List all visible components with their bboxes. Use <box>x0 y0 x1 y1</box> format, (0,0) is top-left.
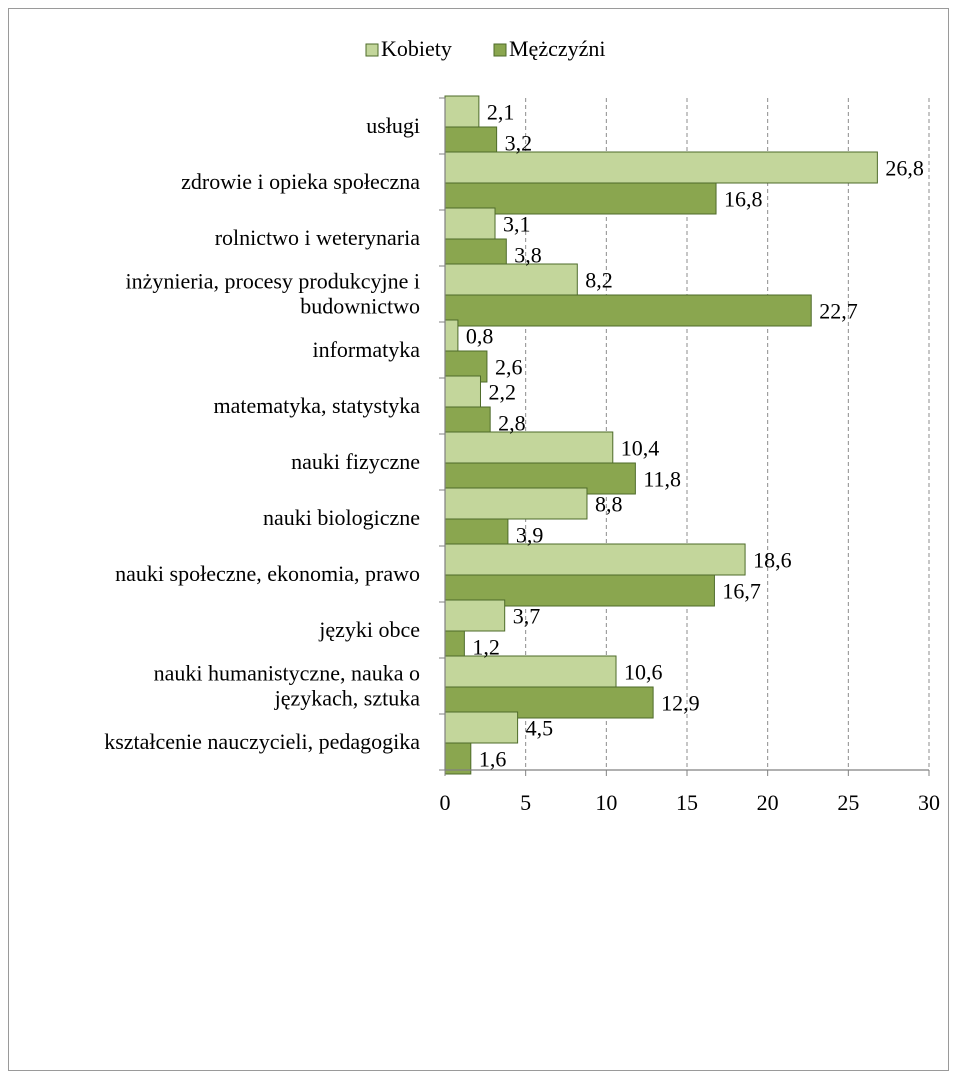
data-label: 8,2 <box>585 268 613 293</box>
data-label: 4,5 <box>526 716 554 741</box>
data-label: 2,1 <box>487 100 515 125</box>
x-tick-labels: 0 5 10 15 20 25 30 <box>440 790 941 815</box>
bar-kobiety <box>444 655 617 688</box>
bar-mezczyzni <box>444 294 812 327</box>
data-label: 2,6 <box>495 355 523 380</box>
data-label: 12,9 <box>661 691 700 716</box>
category-labels: usługi zdrowie i opieka społeczna rolnictw… <box>104 113 420 754</box>
category-label: usługi <box>366 113 420 138</box>
x-tick-label: 20 <box>757 790 779 815</box>
category-label: inżynieria, procesy produkcyjne i <box>126 269 420 294</box>
x-tick-label: 10 <box>595 790 617 815</box>
category-label: nauki humanistyczne, nauka o <box>154 661 420 686</box>
x-tick-label: 25 <box>837 790 859 815</box>
category-label: zdrowie i opieka społeczna <box>181 169 420 194</box>
x-tick-label: 5 <box>520 790 531 815</box>
data-label: 2,8 <box>498 411 526 436</box>
data-label: 11,8 <box>643 467 681 492</box>
x-tick-label: 15 <box>676 790 698 815</box>
data-label: 10,4 <box>621 436 660 461</box>
bar-kobiety <box>444 263 578 296</box>
legend-label-kobiety: Kobiety <box>381 36 452 61</box>
category-label: rolnictwo i weterynaria <box>215 225 420 250</box>
data-label: 1,2 <box>472 635 500 660</box>
data-label: 3,9 <box>516 523 544 548</box>
data-label: 18,6 <box>753 548 792 573</box>
data-label: 0,8 <box>466 324 494 349</box>
data-label: 22,7 <box>819 299 858 324</box>
data-label: 1,6 <box>479 747 507 772</box>
bar-kobiety <box>444 599 506 632</box>
data-labels: 2,1 3,2 26,8 16,8 3,1 3,8 8,2 22,7 0,82,62,2 2,8 1… <box>466 100 924 772</box>
category-label: informatyka <box>312 337 420 362</box>
legend: Kobiety Mężczyźni <box>365 36 606 61</box>
bar-kobiety <box>444 431 614 464</box>
data-label: 16,7 <box>722 579 761 604</box>
category-label: języki obce <box>318 617 420 642</box>
bars <box>444 95 878 775</box>
bar-mezczyzni <box>444 742 472 775</box>
data-label: 10,6 <box>624 660 663 685</box>
bar-kobiety <box>444 207 496 240</box>
axes <box>439 97 930 776</box>
data-label: 8,8 <box>595 492 623 517</box>
category-label: językach, sztuka <box>274 686 421 711</box>
bar-kobiety <box>444 711 519 744</box>
x-tick-label: 0 <box>440 790 451 815</box>
data-label: 16,8 <box>724 187 763 212</box>
data-label: 3,7 <box>513 604 541 629</box>
category-label: kształcenie nauczycieli, pedagogika <box>104 729 420 754</box>
data-label: 3,1 <box>503 212 530 237</box>
legend-swatch-mezczyzni <box>493 43 507 57</box>
data-label: 2,2 <box>488 380 516 405</box>
bar-kobiety <box>444 95 480 128</box>
category-label: nauki fizyczne <box>291 449 420 474</box>
category-label: nauki społeczne, ekonomia, prawo <box>115 561 420 586</box>
bar-kobiety <box>444 487 588 520</box>
category-label: nauki biologiczne <box>263 505 420 530</box>
data-label: 3,2 <box>505 131 533 156</box>
bar-kobiety <box>444 151 878 184</box>
legend-swatch-kobiety <box>365 43 379 57</box>
bar-kobiety <box>444 375 481 408</box>
bar-kobiety <box>444 543 746 576</box>
category-label: matematyka, statystyka <box>214 393 421 418</box>
data-label: 3,8 <box>514 243 542 268</box>
bar-kobiety <box>444 319 459 352</box>
category-label: budownictwo <box>300 294 420 319</box>
data-label: 26,8 <box>885 156 924 181</box>
x-tick-label: 30 <box>918 790 940 815</box>
legend-label-mezczyzni: Mężczyźni <box>509 36 606 61</box>
